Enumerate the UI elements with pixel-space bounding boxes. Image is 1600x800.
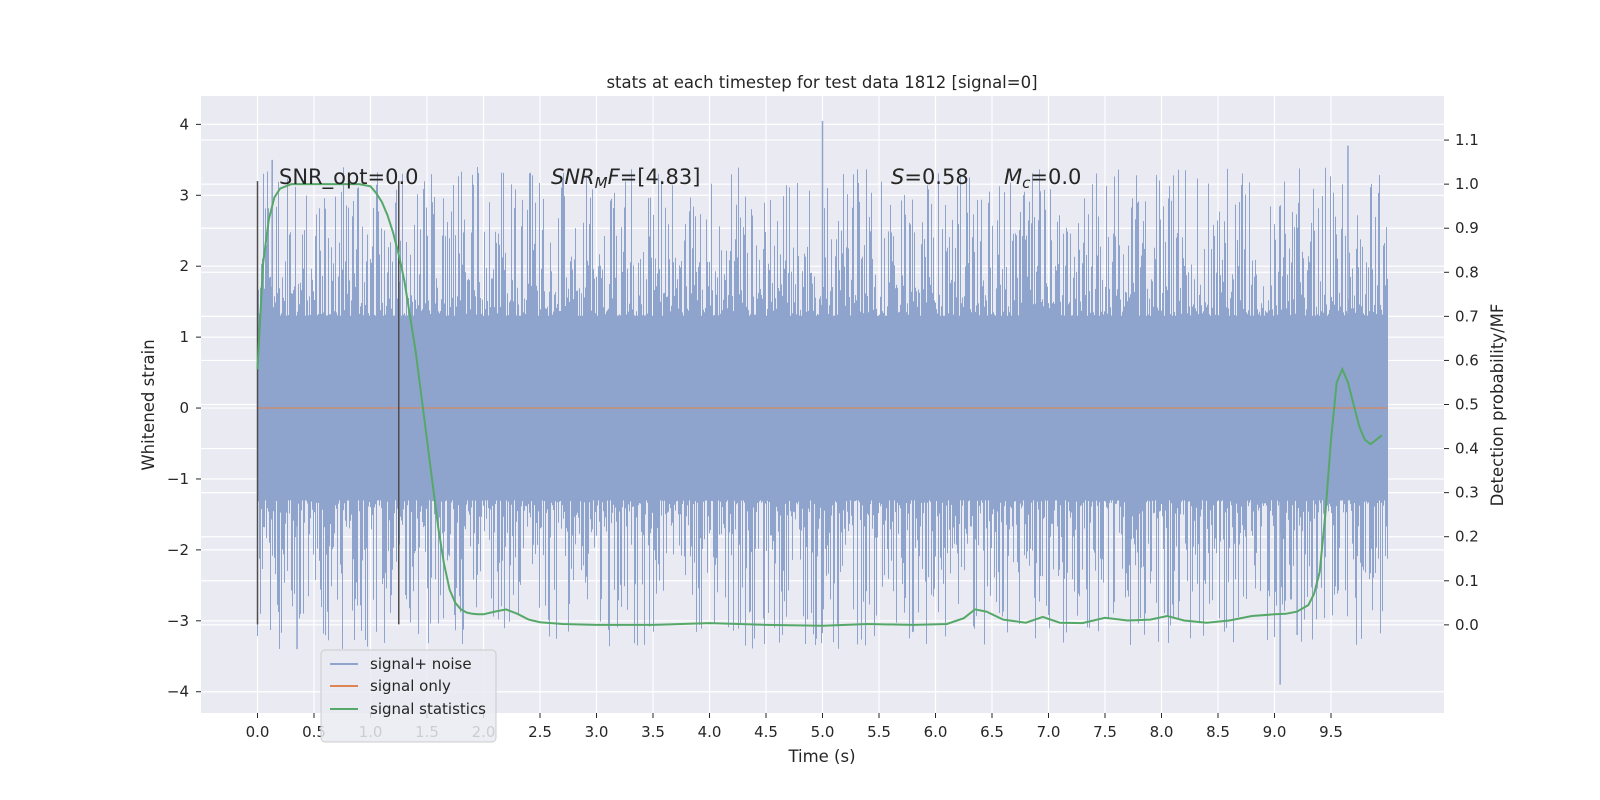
y-right-tick-label: 0.6 [1455, 351, 1479, 369]
y-ticks: 4 3 2 1 0 −1 −2 −3 −4 [167, 115, 201, 701]
y-right-ticks: 0.0 0.1 0.2 0.3 0.4 0.5 0.6 0.7 0.8 0.9 1.0 1.1 [1444, 131, 1479, 634]
x-tick-label: 8.0 [1150, 723, 1174, 741]
annotation-snr-opt: SNR_opt=0.0 [279, 165, 419, 190]
x-tick-label: 6.0 [924, 723, 948, 741]
y-tick-label: 0 [179, 399, 189, 417]
x-tick-label: 4.0 [698, 723, 722, 741]
annotation-mc: Mc=0.0 [1004, 165, 1081, 192]
legend-box [320, 649, 497, 743]
x-tick-label: 9.0 [1263, 723, 1287, 741]
y-tick-label: 3 [179, 186, 189, 204]
y-tick-label: −2 [167, 541, 189, 559]
y-right-tick-label: 0.1 [1455, 572, 1479, 590]
y-tick-label: −3 [167, 612, 189, 630]
y-right-tick-label: 0.3 [1455, 484, 1479, 502]
x-tick-label: 9.5 [1319, 723, 1343, 741]
x-tick-label: 3.5 [641, 723, 665, 741]
y-right-tick-label: 1.0 [1455, 175, 1479, 193]
x-tick-label: 5.0 [811, 723, 835, 741]
annotation-snr-mf: SNRMF=[4.83] [551, 165, 700, 192]
y-right-tick-label: 1.1 [1455, 131, 1479, 149]
y-right-tick-label: 0.8 [1455, 263, 1479, 281]
x-tick-label: 0.0 [246, 723, 270, 741]
legend-label-signal-only: signal only [370, 677, 451, 695]
y-right-tick-label: 0.4 [1455, 440, 1479, 458]
x-tick-label: 4.5 [754, 723, 778, 741]
series-signal-statistics [256, 183, 1383, 627]
x-tick-label: 7.0 [1037, 723, 1061, 741]
y-tick-label: −1 [167, 470, 189, 488]
legend: signal+ noise signal only signal statist… [320, 649, 497, 743]
y-right-tick-label: 0.5 [1455, 396, 1479, 414]
x-axis-label: Time (s) [787, 747, 855, 766]
y-axis-label: Whitened strain [139, 339, 158, 470]
annotation-s: S=0.58 [891, 165, 969, 189]
x-tick-label: 6.5 [980, 723, 1004, 741]
x-tick-label: 0.5 [302, 723, 326, 741]
y-right-axis-label: Detection probability/MF [1488, 304, 1507, 507]
x-tick-label: 5.5 [867, 723, 891, 741]
legend-label-noise: signal+ noise [370, 655, 472, 673]
y-right-tick-label: 0.7 [1455, 307, 1479, 325]
x-tick-label: 2.5 [528, 723, 552, 741]
legend-label-statistics: signal statistics [370, 700, 486, 718]
y-tick-label: 1 [179, 328, 189, 346]
chart-title: stats at each timestep for test data 181… [606, 73, 1037, 92]
y-right-tick-label: 0.9 [1455, 219, 1479, 237]
y-right-tick-label: 0.0 [1455, 616, 1479, 634]
y-right-tick-label: 0.2 [1455, 528, 1479, 546]
y-tick-label: −4 [167, 683, 189, 701]
x-tick-label: 8.5 [1206, 723, 1230, 741]
x-tick-label: 3.0 [585, 723, 609, 741]
y-tick-label: 4 [179, 115, 189, 133]
y-tick-label: 2 [179, 257, 189, 275]
x-tick-label: 7.5 [1093, 723, 1117, 741]
